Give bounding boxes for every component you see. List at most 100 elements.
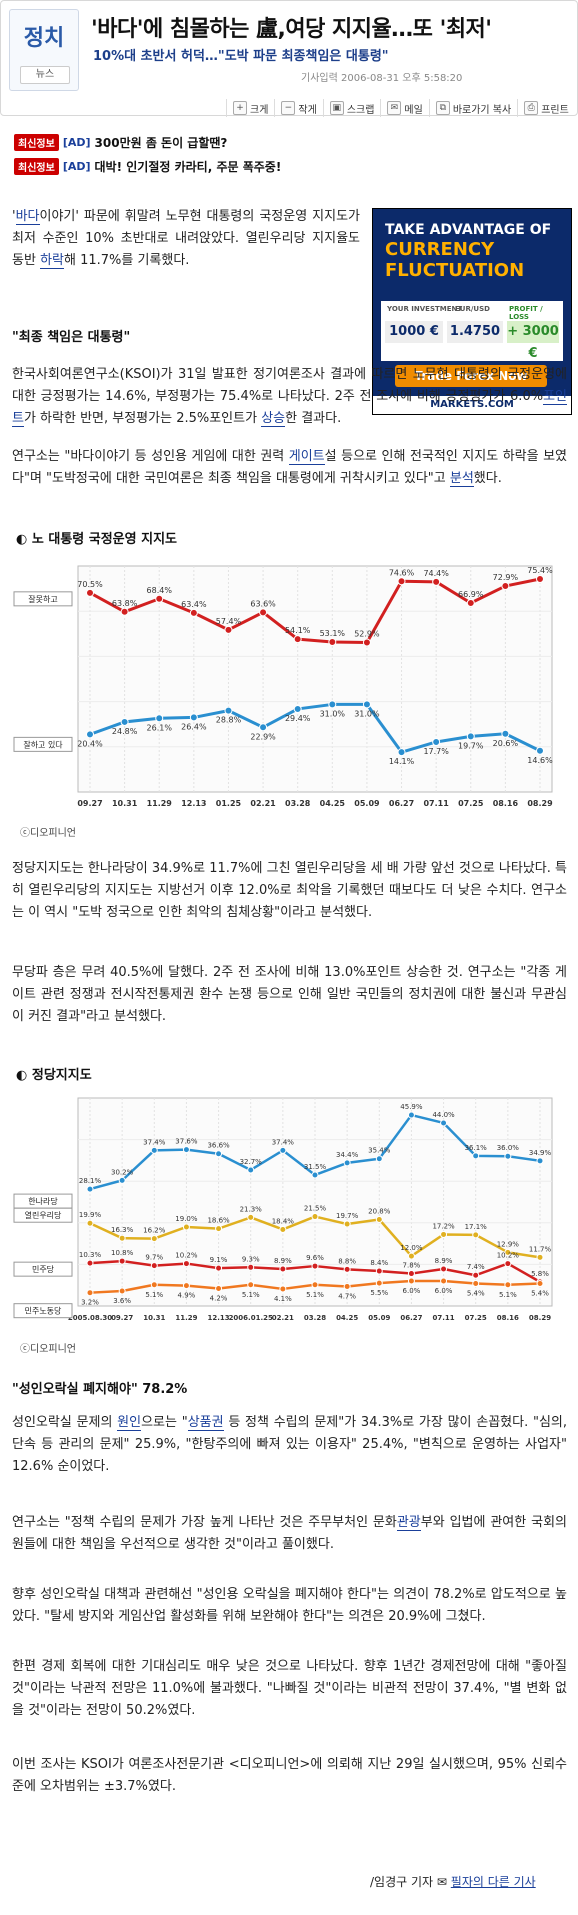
scrap-button[interactable]: ▣ 스크랩 (322, 99, 374, 117)
article-toolbar: + 크게 − 작게 ▣ 스크랩 ✉ 메일 ⧉ 바로가기 복사 ⎙ 프린트 (226, 99, 569, 117)
keyword-link[interactable]: 포인트 (12, 389, 567, 427)
data-label: 21.3% (240, 1205, 263, 1213)
keyword-link[interactable]: 분석 (449, 471, 474, 487)
article-paragraph: 한편 경제 회복에 대한 기대심리도 매우 낮은 것으로 나타났다. 향후 1년… (12, 1659, 567, 1718)
data-point (311, 1213, 319, 1221)
data-label: 7.8% (403, 1262, 421, 1270)
x-tick-label: 05.09 (354, 799, 380, 808)
ad-link[interactable]: 최신정보 [AD] 대박! 인기절정 카라티, 주문 폭주중! (14, 158, 281, 175)
data-label: 16.2% (143, 1227, 166, 1235)
banner-line1: TAKE ADVANTAGE OF (385, 222, 552, 238)
keyword-link[interactable]: 상품권 (187, 1415, 224, 1431)
mail-button[interactable]: ✉ 메일 (380, 99, 423, 117)
data-point (118, 1287, 126, 1295)
keyword-link[interactable]: 관광 (396, 1515, 421, 1531)
data-label: 44.0% (432, 1111, 455, 1119)
x-tick-label: 08.29 (527, 799, 553, 808)
data-label: 4.7% (338, 1292, 356, 1300)
data-point (407, 1277, 415, 1285)
data-label: 20.4% (77, 739, 103, 748)
series-line (89, 702, 541, 754)
series-legend-box (13, 1261, 73, 1277)
data-point (440, 1119, 448, 1127)
data-point (536, 1253, 544, 1261)
font-smaller-button[interactable]: − 작게 (274, 99, 317, 117)
section-heading: "최종 책임은 대통령" (12, 330, 131, 345)
ad-link[interactable]: 최신정보 [AD] 300만원 좀 돈이 급할땐? (14, 134, 227, 151)
data-point (293, 704, 302, 713)
data-label: 53.1% (320, 629, 346, 638)
tool-label: 바로가기 복사 (452, 104, 512, 116)
data-label: 18.6% (207, 1217, 230, 1225)
data-label: 14.6% (527, 756, 553, 765)
data-point (215, 1150, 223, 1158)
approval-line-chart: 09.27 10.31 11.29 12.13 01.25 02.21 03.28 04.25… (13, 565, 553, 808)
keyword-link[interactable]: 바다 (15, 209, 40, 225)
data-point (343, 1220, 351, 1228)
keyword-link[interactable]: 상승 (261, 411, 286, 427)
x-tick-label: 01.25 (216, 799, 242, 808)
data-point (501, 582, 510, 591)
data-point (150, 1146, 158, 1154)
forex-banner-ad[interactable]: TAKE ADVANTAGE OF CURRENCY FLUCTUATION YO… (372, 208, 572, 415)
byline: /임경구 기자 ✉ 필자의 다른 기사 (370, 1873, 536, 1890)
data-label: 26.4% (181, 722, 207, 731)
data-label: 17.1% (465, 1223, 488, 1231)
banner-investment: 1000 € (385, 321, 443, 343)
data-point (150, 1235, 158, 1243)
data-point (224, 706, 233, 715)
data-label: 36.6% (207, 1142, 230, 1150)
more-articles-link[interactable]: 필자의 다른 기사 (450, 1875, 536, 1889)
data-point (504, 1152, 512, 1160)
data-label: 14.1% (389, 757, 415, 766)
data-label: 8.9% (435, 1257, 453, 1265)
data-point (247, 1263, 255, 1271)
chart-title: ◐ 정당지지도 (16, 1068, 92, 1083)
article-paragraph: '바다이야기' 파문에 휘말려 노무현 대통령의 국정운영 지지도가 최저 수준… (12, 209, 360, 269)
data-label: 10.2% (175, 1252, 198, 1260)
banner-col-label: YOUR INVESTMENT (387, 305, 463, 313)
data-point (279, 1265, 287, 1273)
data-label: 5.1% (242, 1291, 260, 1299)
section-title[interactable]: 정치 (23, 26, 65, 51)
data-label: 34.4% (336, 1151, 359, 1159)
data-label: 19.7% (336, 1212, 359, 1220)
data-point (536, 1157, 544, 1165)
data-label: 3.2% (81, 1299, 99, 1307)
data-point (328, 700, 337, 709)
copy-link-button[interactable]: ⧉ 바로가기 복사 (428, 99, 512, 117)
data-point (504, 1248, 512, 1256)
data-point (189, 713, 198, 722)
data-point (182, 1223, 190, 1231)
section-news-tag[interactable]: 뉴스 (20, 66, 70, 84)
font-larger-button[interactable]: + 크게 (226, 99, 268, 117)
print-button[interactable]: ⎙ 프린트 (517, 99, 569, 117)
data-label: 74.4% (423, 569, 449, 578)
data-label: 54.1% (285, 626, 311, 635)
data-label: 57.4% (216, 617, 242, 626)
keyword-link[interactable]: 원인 (117, 1415, 142, 1431)
x-tick-label: 03.28 (285, 799, 311, 808)
series-legend-box (13, 1207, 73, 1223)
data-point (215, 1225, 223, 1233)
banner-col-label: EUR/USD (455, 305, 490, 313)
article-paragraph: 한국사회여론연구소(KSOI)가 31일 발표한 정기여론조사 결과에 따르면 … (12, 367, 567, 427)
data-point (375, 1279, 383, 1287)
data-point (247, 1281, 255, 1289)
keyword-link[interactable]: 게이트 (288, 449, 325, 465)
x-tick-label: 07.25 (465, 1314, 487, 1322)
data-point (86, 1185, 94, 1193)
data-label: 5.4% (467, 1290, 485, 1298)
x-tick-label: 2005.08.30 (68, 1314, 112, 1322)
data-label: 17.2% (432, 1222, 455, 1230)
trade-forex-button[interactable]: Trade Forex Now (395, 365, 547, 387)
ad-badge: 최신정보 (14, 158, 59, 175)
data-label: 9.6% (306, 1254, 324, 1262)
data-label: 36.0% (497, 1144, 520, 1152)
data-label: 74.6% (389, 568, 415, 577)
x-tick-label: 11.29 (175, 1314, 197, 1322)
keyword-link[interactable]: 하락 (40, 253, 64, 269)
data-point (86, 1289, 94, 1297)
data-label: 9.3% (242, 1255, 260, 1263)
data-point (501, 729, 510, 738)
